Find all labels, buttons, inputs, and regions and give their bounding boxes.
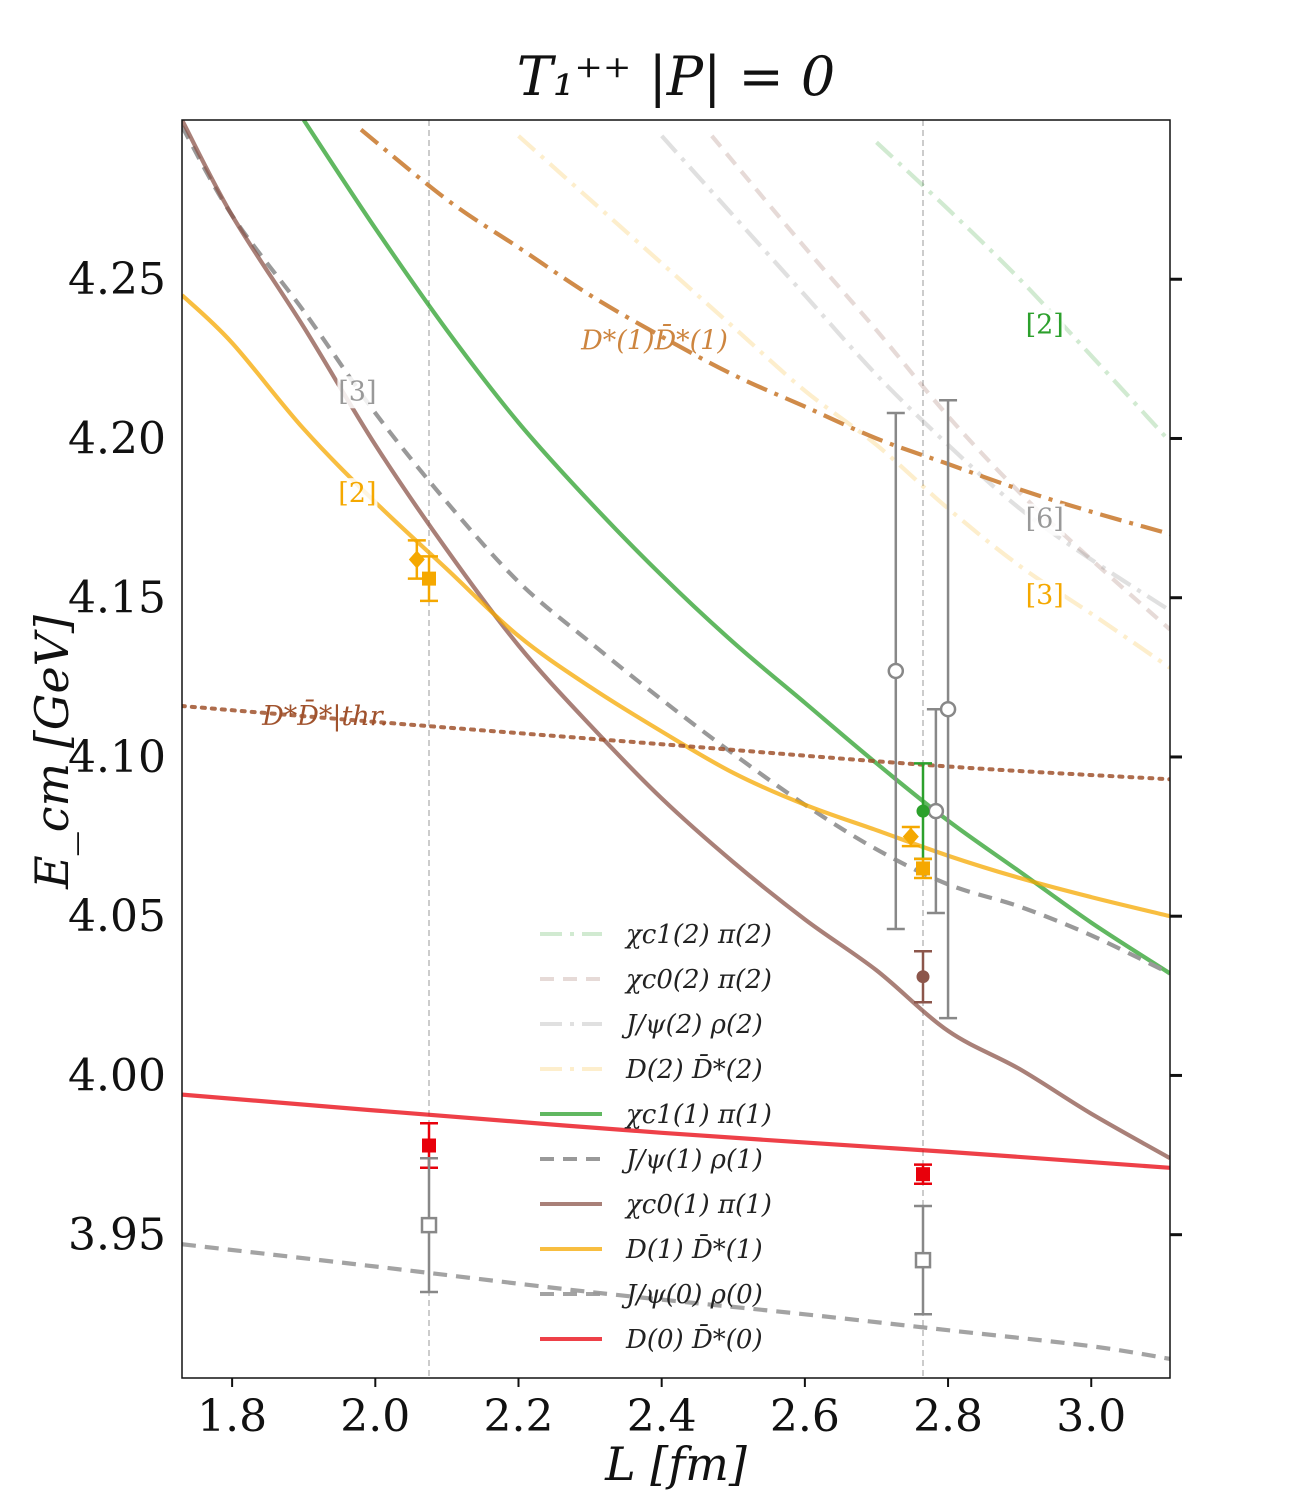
legend-label: χc1(1) π(1) xyxy=(624,1100,772,1130)
marker-square xyxy=(916,1167,930,1182)
x-tick-label: 1.8 xyxy=(197,1391,267,1442)
multiplicity-label: [3] xyxy=(1026,580,1064,611)
marker-square xyxy=(422,571,436,586)
y-tick-label: 4.20 xyxy=(68,413,166,464)
legend-label: J/ψ(0) ρ(0) xyxy=(621,1280,763,1310)
legend-label: J/ψ(2) ρ(2) xyxy=(621,1010,763,1040)
curve-c1-1-1 xyxy=(301,120,1170,976)
annotation-background xyxy=(337,376,378,409)
curve-j-1-1 xyxy=(182,125,1170,976)
curve-j-2-2 xyxy=(660,134,1170,613)
data-point xyxy=(420,555,438,603)
data-point xyxy=(407,539,426,580)
curve-annotation: D*D̄*|thr. xyxy=(261,698,388,732)
y-tick-label: 4.00 xyxy=(68,1050,166,1101)
marker-open-square xyxy=(420,1216,438,1234)
marker-open-square xyxy=(914,1251,932,1269)
x-tick-label: 2.6 xyxy=(770,1391,840,1442)
annotation-background xyxy=(337,478,378,511)
plot-frame xyxy=(181,119,1171,1379)
legend-label: J/ψ(1) ρ(1) xyxy=(621,1145,763,1175)
curve-d-1-d-1 xyxy=(359,127,1170,537)
curves xyxy=(182,120,1170,1361)
data-point xyxy=(914,1163,932,1185)
legend-entry: D(1) D̄*(1) xyxy=(540,1233,763,1265)
data-point xyxy=(886,411,905,931)
legend-entry: J/ψ(1) ρ(1) xyxy=(540,1145,763,1175)
marker-diamond xyxy=(902,827,919,846)
annotation-background xyxy=(1024,503,1065,536)
y-tick-label: 4.10 xyxy=(68,732,166,783)
marker-circle xyxy=(916,970,930,984)
y-axis-title: E_cm [GeV] xyxy=(25,615,79,890)
data-point xyxy=(939,399,958,1020)
legend-label: χc0(2) π(2) xyxy=(624,965,772,995)
data-point xyxy=(914,1204,932,1316)
annotation-background xyxy=(1024,580,1065,613)
y-tick-label: 4.05 xyxy=(68,891,166,942)
data-point xyxy=(420,1156,438,1294)
multiplicity-label: [2] xyxy=(338,478,376,509)
curve-d-0-d-0 xyxy=(182,1092,1170,1170)
legend-entry: D(0) D̄*(0) xyxy=(540,1323,763,1355)
x-tick-label: 2.8 xyxy=(913,1391,983,1442)
x-axis-title: L [fm] xyxy=(604,1437,747,1491)
legend-label: D(2) D̄*(2) xyxy=(625,1053,763,1085)
y-tick-label: 4.25 xyxy=(68,254,166,305)
curve-d-1-d-1 xyxy=(182,293,1170,919)
axis-ticks: 1.8 2.0 2.2 2.4 2.6 2.8 3.0 3.95 4.00 4.05 4.10 4.1… xyxy=(68,254,1182,1442)
marker-square xyxy=(422,1138,436,1153)
multiplicity-label: [3] xyxy=(338,376,376,407)
annotation-background xyxy=(1024,309,1065,342)
curve-j-0-0 xyxy=(182,1242,1170,1361)
marker-open-circle xyxy=(939,700,957,718)
legend-entry: χc1(1) π(1) xyxy=(540,1100,772,1130)
legend-label: D(0) D̄*(0) xyxy=(625,1323,763,1355)
data-points xyxy=(407,399,958,1316)
x-tick-label: 2.4 xyxy=(627,1391,697,1442)
legend: χc1(2) π(2) χc0(2) π(2) J/ψ(2) ρ(2) D(2) D̄… xyxy=(540,920,772,1355)
marker-circle xyxy=(916,804,930,818)
marker-open-circle xyxy=(927,802,945,820)
legend-label: χc0(1) π(1) xyxy=(624,1190,772,1220)
data-point xyxy=(901,825,920,848)
chart-title: T₁⁺⁺ |P| = 0 xyxy=(517,45,836,108)
data-point xyxy=(914,857,932,880)
y-tick-label: 3.95 xyxy=(68,1210,166,1261)
marker-square xyxy=(916,861,930,876)
legend-entry: χc0(1) π(1) xyxy=(540,1190,772,1220)
legend-entry: χc1(2) π(2) xyxy=(540,920,772,950)
x-tick-label: 2.0 xyxy=(340,1391,410,1442)
legend-entry: J/ψ(0) ρ(0) xyxy=(540,1280,763,1310)
multiplicity-label: [6] xyxy=(1026,504,1064,535)
marker-diamond xyxy=(408,550,425,569)
legend-entry: χc0(2) π(2) xyxy=(540,965,772,995)
multiplicity-label: [2] xyxy=(1026,309,1064,340)
legend-entry: D(2) D̄*(2) xyxy=(540,1053,763,1085)
x-tick-label: 3.0 xyxy=(1056,1391,1126,1442)
legend-entry: J/ψ(2) ρ(2) xyxy=(540,1010,763,1040)
curve-c1-2-2 xyxy=(875,140,1170,444)
y-tick-label: 4.15 xyxy=(68,573,166,624)
data-point xyxy=(914,949,932,1004)
annotations: D*(1)D̄*(1) D*D̄*|thr. [3] [2] [2] [6] [3] xyxy=(261,309,1065,732)
marker-open-circle xyxy=(887,662,905,680)
curve-annotation: D*(1)D̄*(1) xyxy=(580,322,728,356)
x-tick-label: 2.2 xyxy=(484,1391,554,1442)
curve-d-d-thr xyxy=(182,704,1170,782)
legend-label: D(1) D̄*(1) xyxy=(625,1233,763,1265)
curve-c0-1-1 xyxy=(182,120,1170,1161)
legend-label: χc1(2) π(2) xyxy=(624,920,772,950)
